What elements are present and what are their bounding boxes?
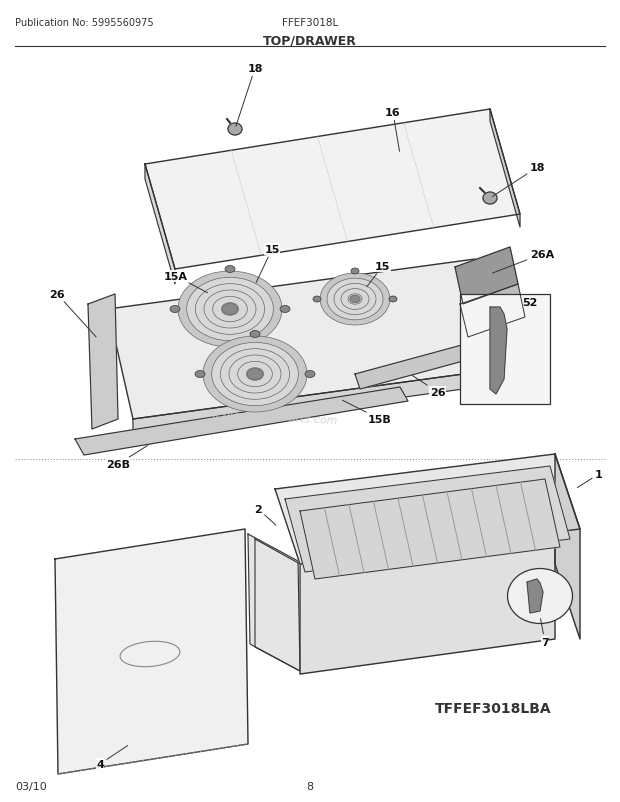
Text: 2: 2	[254, 504, 276, 525]
Ellipse shape	[225, 266, 235, 273]
Polygon shape	[75, 387, 408, 456]
Text: 16: 16	[385, 107, 401, 152]
Ellipse shape	[327, 279, 383, 321]
Polygon shape	[490, 110, 520, 228]
Text: 15B: 15B	[342, 401, 392, 424]
Text: 15: 15	[366, 261, 391, 287]
Ellipse shape	[222, 304, 238, 315]
Polygon shape	[355, 337, 500, 390]
Ellipse shape	[229, 355, 281, 394]
Ellipse shape	[247, 369, 263, 380]
Ellipse shape	[237, 362, 272, 387]
Ellipse shape	[320, 273, 390, 326]
Text: 18: 18	[492, 163, 546, 197]
Text: 15: 15	[256, 245, 280, 283]
Polygon shape	[455, 248, 518, 305]
Ellipse shape	[350, 296, 360, 303]
Ellipse shape	[228, 124, 242, 136]
Text: 15A: 15A	[164, 272, 208, 294]
Ellipse shape	[250, 331, 260, 338]
Text: 1: 1	[577, 469, 603, 488]
Polygon shape	[88, 294, 118, 429]
Text: 26: 26	[412, 376, 446, 398]
Text: TFFEF3018LBA: TFFEF3018LBA	[435, 701, 552, 715]
Polygon shape	[248, 534, 300, 671]
Ellipse shape	[221, 303, 239, 316]
Polygon shape	[145, 164, 175, 285]
Ellipse shape	[483, 192, 497, 205]
Ellipse shape	[211, 343, 298, 406]
Text: 18: 18	[236, 64, 263, 128]
Text: 26B: 26B	[106, 446, 148, 469]
Text: 26A: 26A	[493, 249, 554, 273]
Ellipse shape	[178, 272, 282, 347]
Text: Publication No: 5995560975: Publication No: 5995560975	[15, 18, 154, 28]
Polygon shape	[145, 110, 520, 269]
Ellipse shape	[195, 285, 265, 335]
Text: 8: 8	[306, 781, 314, 791]
Polygon shape	[55, 529, 248, 774]
Polygon shape	[133, 370, 500, 435]
Polygon shape	[460, 285, 525, 338]
Ellipse shape	[246, 368, 264, 381]
Polygon shape	[300, 480, 560, 579]
Polygon shape	[555, 455, 580, 639]
Polygon shape	[300, 529, 555, 674]
Ellipse shape	[213, 297, 247, 322]
Ellipse shape	[508, 569, 572, 624]
Ellipse shape	[305, 371, 315, 378]
Polygon shape	[285, 467, 570, 573]
Ellipse shape	[203, 337, 307, 412]
Ellipse shape	[204, 290, 256, 329]
Text: 4: 4	[96, 746, 128, 769]
Polygon shape	[108, 260, 500, 419]
Ellipse shape	[351, 269, 359, 274]
Ellipse shape	[389, 297, 397, 302]
Ellipse shape	[170, 306, 180, 313]
Ellipse shape	[334, 284, 376, 315]
Ellipse shape	[313, 297, 321, 302]
Polygon shape	[255, 539, 300, 671]
Ellipse shape	[195, 371, 205, 378]
Polygon shape	[527, 579, 543, 614]
Text: FFEF3018L: FFEF3018L	[282, 18, 338, 28]
Ellipse shape	[280, 306, 290, 313]
Text: TOP/DRAWER: TOP/DRAWER	[263, 35, 357, 48]
Text: 7: 7	[541, 619, 549, 647]
Polygon shape	[490, 308, 507, 395]
Ellipse shape	[341, 290, 369, 310]
Ellipse shape	[348, 294, 362, 305]
Text: 26: 26	[50, 290, 96, 338]
Polygon shape	[275, 455, 580, 565]
Text: eReplacementParts.com: eReplacementParts.com	[202, 409, 339, 426]
Ellipse shape	[187, 278, 273, 341]
Bar	[460, 294, 550, 404]
Text: 03/10: 03/10	[15, 781, 46, 791]
Ellipse shape	[220, 349, 290, 400]
Text: 52: 52	[522, 298, 538, 308]
